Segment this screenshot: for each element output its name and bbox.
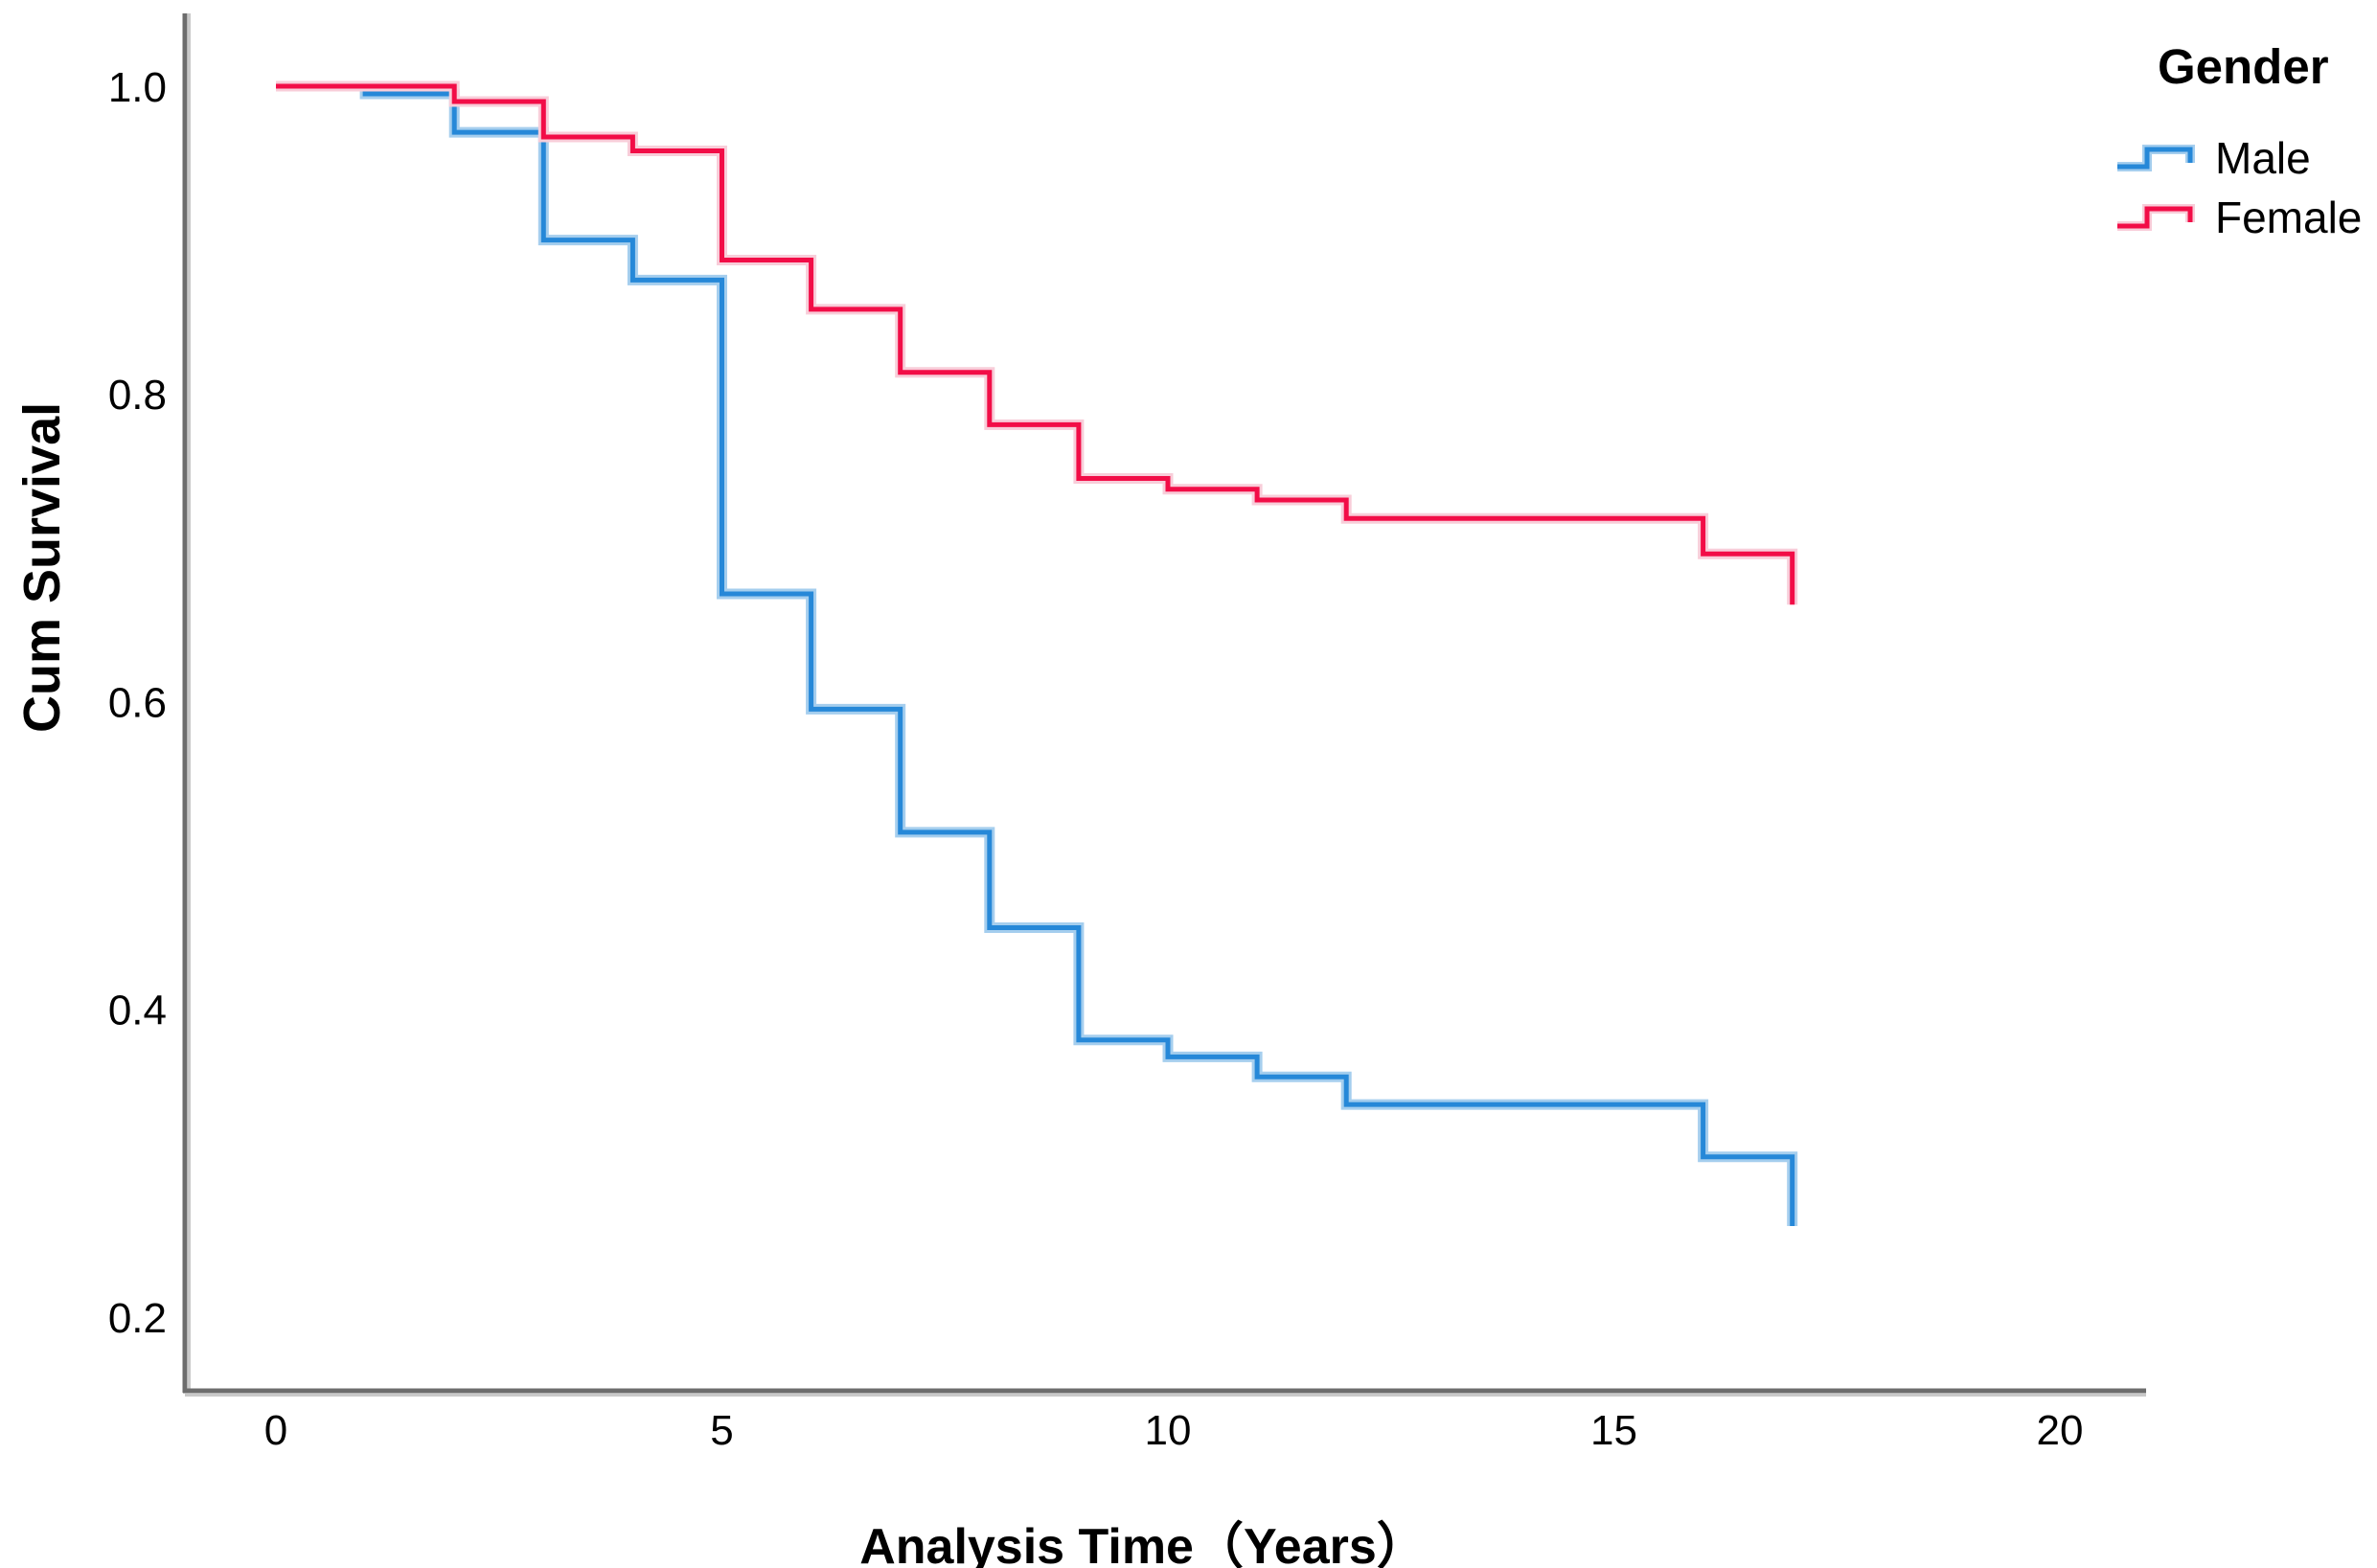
- legend-item-label: Male: [2215, 133, 2311, 183]
- female-curve-casing: [276, 80, 1798, 605]
- female-step-glyph-icon: [2117, 204, 2195, 231]
- y-tick-label: 0.4: [108, 988, 167, 1034]
- legend: Gender Male Female: [2115, 38, 2363, 242]
- legend-title: Gender: [2158, 39, 2329, 94]
- male-curve-casing: [276, 80, 1798, 1227]
- legend-items: Male Female: [2115, 122, 2363, 242]
- legend-item-male: Male: [2115, 133, 2362, 183]
- male-step-glyph-icon: [2117, 145, 2195, 171]
- x-tick-label: 0: [264, 1407, 287, 1454]
- y-tick-label: 0.2: [108, 1295, 167, 1342]
- y-tick-label: 0.6: [108, 679, 167, 726]
- x-tick-label: 20: [2037, 1407, 2084, 1454]
- y-tick-label: 1.0: [108, 64, 167, 111]
- x-axis-title: Analysis Time（Years）: [859, 1519, 1427, 1568]
- y-axis-title: Cum Survival: [13, 401, 71, 733]
- legend-item-female: Female: [2115, 193, 2363, 242]
- legend-item-label: Female: [2215, 193, 2363, 242]
- female-curve: [276, 83, 1795, 605]
- x-tick-label: 15: [1590, 1407, 1637, 1454]
- male-curve: [276, 83, 1795, 1227]
- x-tick-label: 5: [710, 1407, 733, 1454]
- y-tick-label: 0.8: [108, 372, 167, 419]
- x-tick-label: 10: [1145, 1407, 1192, 1454]
